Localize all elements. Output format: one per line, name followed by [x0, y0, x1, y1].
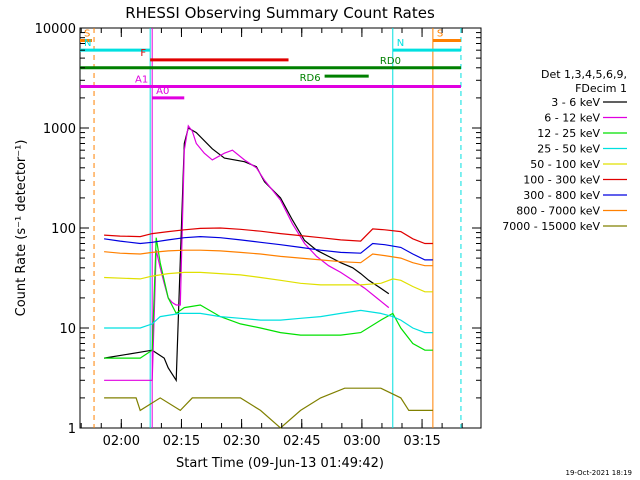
- legend-label-7: 800 - 7000 keV: [516, 205, 600, 218]
- x-tick-label-5: 03:15: [403, 434, 440, 449]
- series-line-6: [104, 235, 433, 261]
- annotation-label-a1-7: A1: [135, 75, 148, 86]
- x-tick-label-0: 02:00: [103, 434, 140, 449]
- annotation-label-n-3: N: [397, 38, 404, 49]
- annotation-label-s-1: S: [437, 28, 443, 39]
- legend-header-line-2: FDecim 1: [575, 82, 627, 95]
- series-line-0: [104, 127, 390, 383]
- legend-label-1: 6 - 12 keV: [544, 112, 600, 125]
- legend-label-5: 100 - 300 keV: [523, 174, 600, 187]
- y-axis-label: Count Rate (s⁻¹ detector⁻¹): [14, 140, 29, 317]
- annotation-label-rd0-5: RD0: [380, 56, 401, 67]
- annotation-label-a0-8: A0: [156, 86, 169, 97]
- y-tick-label-0: 1: [68, 422, 76, 437]
- x-tick-label-4: 03:00: [343, 434, 380, 449]
- x-tick-label-3: 02:45: [283, 434, 320, 449]
- footer-timestamp: 19-Oct-2021 18:19: [566, 469, 632, 477]
- legend-label-8: 7000 - 15000 keV: [502, 220, 600, 233]
- vertical-markers: [93, 28, 462, 428]
- y-tick-label-4: 10000: [35, 22, 76, 37]
- series-line-7: [104, 249, 433, 267]
- y-axis: 1 10 100 1000 10000: [35, 22, 481, 437]
- series-group: [104, 124, 433, 429]
- legend-label-2: 12 - 25 keV: [537, 127, 600, 140]
- x-tick-label-1: 02:15: [163, 434, 200, 449]
- legend-label-6: 300 - 800 keV: [523, 189, 600, 202]
- annotation-label-rd6-6: RD6: [300, 73, 321, 84]
- series-line-8: [104, 387, 433, 429]
- legend-header-line-1: Det 1,3,4,5,6,9,: [541, 68, 627, 81]
- annotation-label-n-2: N: [84, 38, 91, 49]
- x-axis: 02:00 02:15 02:30 02:45 03:00 03:15: [80, 28, 463, 449]
- chart-title: RHESSI Observing Summary Count Rates: [125, 4, 435, 22]
- x-tick-label-2: 02:30: [223, 434, 260, 449]
- legend: Det 1,3,4,5,6,9, FDecim 1 3 - 6 keV 6 - 1…: [502, 68, 627, 233]
- legend-label-0: 3 - 6 keV: [551, 96, 600, 109]
- legend-label-3: 25 - 50 keV: [537, 143, 600, 156]
- series-line-4: [104, 271, 433, 293]
- legend-label-4: 50 - 100 keV: [530, 158, 600, 171]
- y-tick-label-1: 10: [59, 322, 76, 337]
- y-tick-label-3: 1000: [43, 122, 76, 137]
- annotation-label-s-0: S: [84, 28, 90, 39]
- x-axis-label: Start Time (09-Jun-13 01:49:42): [176, 456, 384, 471]
- series-line-5: [104, 227, 433, 245]
- y-tick-label-2: 100: [51, 222, 76, 237]
- series-line-3: [104, 309, 433, 334]
- annotation-label-f-4: F: [140, 48, 146, 59]
